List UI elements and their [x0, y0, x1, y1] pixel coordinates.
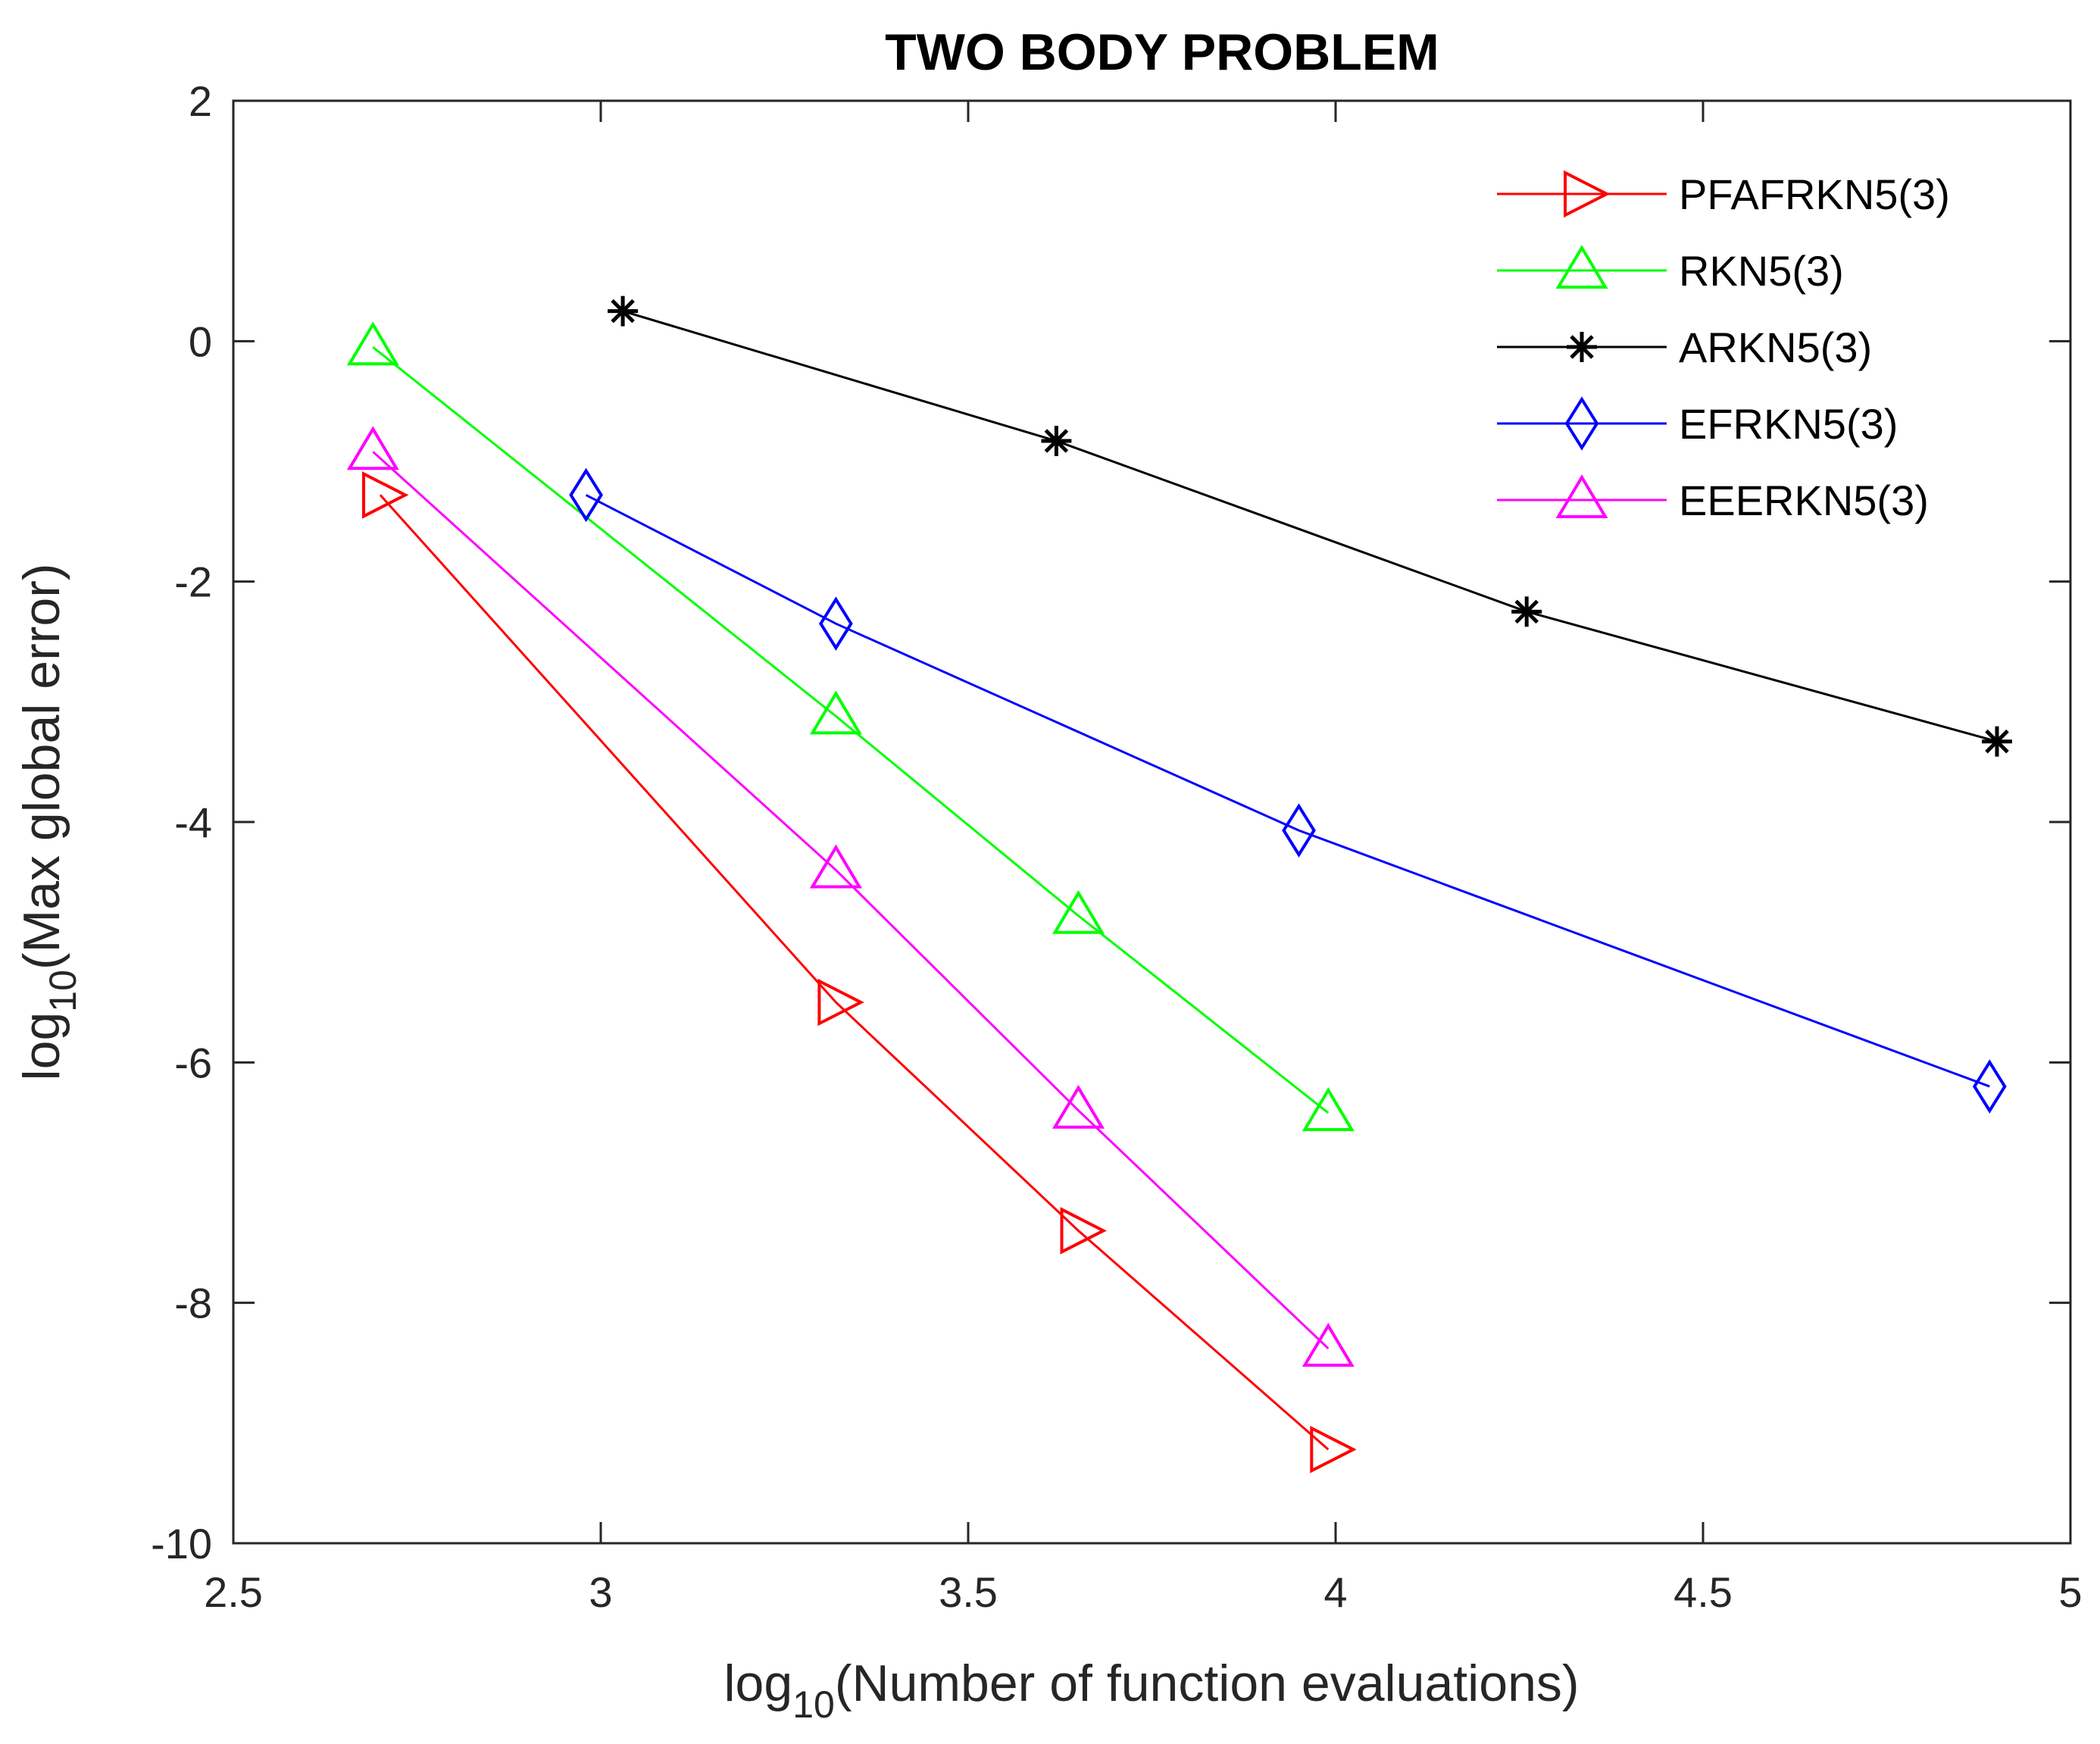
- data-point: [819, 596, 853, 651]
- x-axis: 2.5 3 3.5 4 4.5 5: [204, 101, 2083, 1616]
- asterisk-stroke: [1570, 335, 1594, 359]
- legend-label: EFRKN5(3): [1679, 400, 1898, 448]
- data-point: [346, 321, 399, 366]
- series-line: [372, 346, 1330, 1114]
- data-point: [1302, 1323, 1355, 1367]
- data-point: [817, 978, 864, 1027]
- legend-marker: [1564, 396, 1599, 451]
- data-point: [569, 467, 603, 523]
- x-tick-label: 4.5: [1673, 1568, 1733, 1616]
- data-point: [1282, 803, 1316, 858]
- data-point: [1302, 1087, 1355, 1131]
- legend-item: EFRKN5(3): [1497, 396, 1898, 451]
- asterisk-stroke: [1044, 429, 1069, 453]
- legend-marker: [1555, 474, 1608, 518]
- data-point: [809, 690, 862, 735]
- y-tick-label: 0: [189, 317, 212, 365]
- y-tick-label: -4: [174, 799, 212, 846]
- legend-marker: [1564, 170, 1611, 218]
- series-line: [585, 494, 1990, 1088]
- data-point: [346, 426, 399, 470]
- asterisk-stroke: [1985, 729, 2009, 754]
- x-axis-label: log10(Number of function evaluations): [723, 1655, 1579, 1726]
- data-point: [1052, 1084, 1105, 1129]
- legend-label: PFAFRKN5(3): [1679, 170, 1950, 218]
- data-point: [809, 844, 862, 889]
- y-tick-label: -2: [174, 558, 212, 606]
- series-3: [569, 467, 2007, 1114]
- y-tick-label: -6: [174, 1039, 212, 1086]
- legend: PFAFRKN5(3) RKN5(3) ARKN5(3) EFRKN5(3) EEERK…: [1497, 170, 1950, 524]
- legend-marker: [1555, 245, 1608, 289]
- y-tick-label: -10: [151, 1520, 212, 1567]
- legend-label: ARKN5(3): [1679, 323, 1872, 371]
- series-1: [346, 321, 1355, 1131]
- legend-item: RKN5(3): [1497, 245, 1844, 295]
- legend-item: PFAFRKN5(3): [1497, 170, 1950, 218]
- y-tick-label: 2: [189, 77, 212, 125]
- x-tick-label: 4: [1323, 1568, 1347, 1616]
- data-point: [1060, 1207, 1107, 1255]
- series-2: [608, 295, 2012, 757]
- data-point: [1972, 1059, 2007, 1114]
- data-point: [1052, 889, 1105, 934]
- legend-marker: [1567, 332, 1597, 362]
- x-axis-label-text: (Number of function evaluations): [835, 1655, 1580, 1712]
- data-point: [1982, 726, 2012, 757]
- x-tick-label: 3.5: [939, 1568, 998, 1616]
- y-axis-label-subscript: 10: [42, 970, 84, 1012]
- chart-title: TWO BODY PROBLEM: [885, 23, 1439, 81]
- data-point: [362, 471, 409, 519]
- legend-label: RKN5(3): [1679, 247, 1844, 295]
- series-line: [372, 451, 1330, 1350]
- y-tick-label: -8: [174, 1280, 212, 1327]
- y-axis-label-text: (Max global error): [13, 564, 70, 970]
- series-0: [362, 471, 1357, 1474]
- y-axis: 2 0 -2 -4 -6 -8 -10: [151, 77, 2070, 1567]
- series-line: [622, 310, 1998, 743]
- data-point: [1041, 426, 1072, 457]
- x-tick-label: 5: [2058, 1568, 2082, 1616]
- y-axis-label-prefix: log: [13, 1012, 70, 1081]
- x-axis-label-prefix: log: [723, 1655, 792, 1712]
- x-axis-label-subscript: 10: [792, 1683, 835, 1726]
- x-tick-label: 2.5: [204, 1568, 263, 1616]
- series-4: [346, 426, 1355, 1367]
- data-point: [1310, 1425, 1357, 1474]
- plot-area: [232, 99, 2072, 1545]
- legend-item: EEERKN5(3): [1497, 474, 1929, 524]
- data-point: [1511, 596, 1542, 627]
- y-axis-label: log10(Max global error): [13, 564, 84, 1081]
- asterisk-stroke: [1514, 599, 1539, 624]
- asterisk-stroke: [611, 298, 635, 323]
- x-tick-label: 3: [589, 1568, 612, 1616]
- legend-item: ARKN5(3): [1497, 323, 1872, 371]
- data-point: [608, 295, 639, 327]
- series-layer: [346, 295, 2012, 1474]
- series-line: [379, 494, 1330, 1451]
- legend-label: EEERKN5(3): [1679, 477, 1929, 524]
